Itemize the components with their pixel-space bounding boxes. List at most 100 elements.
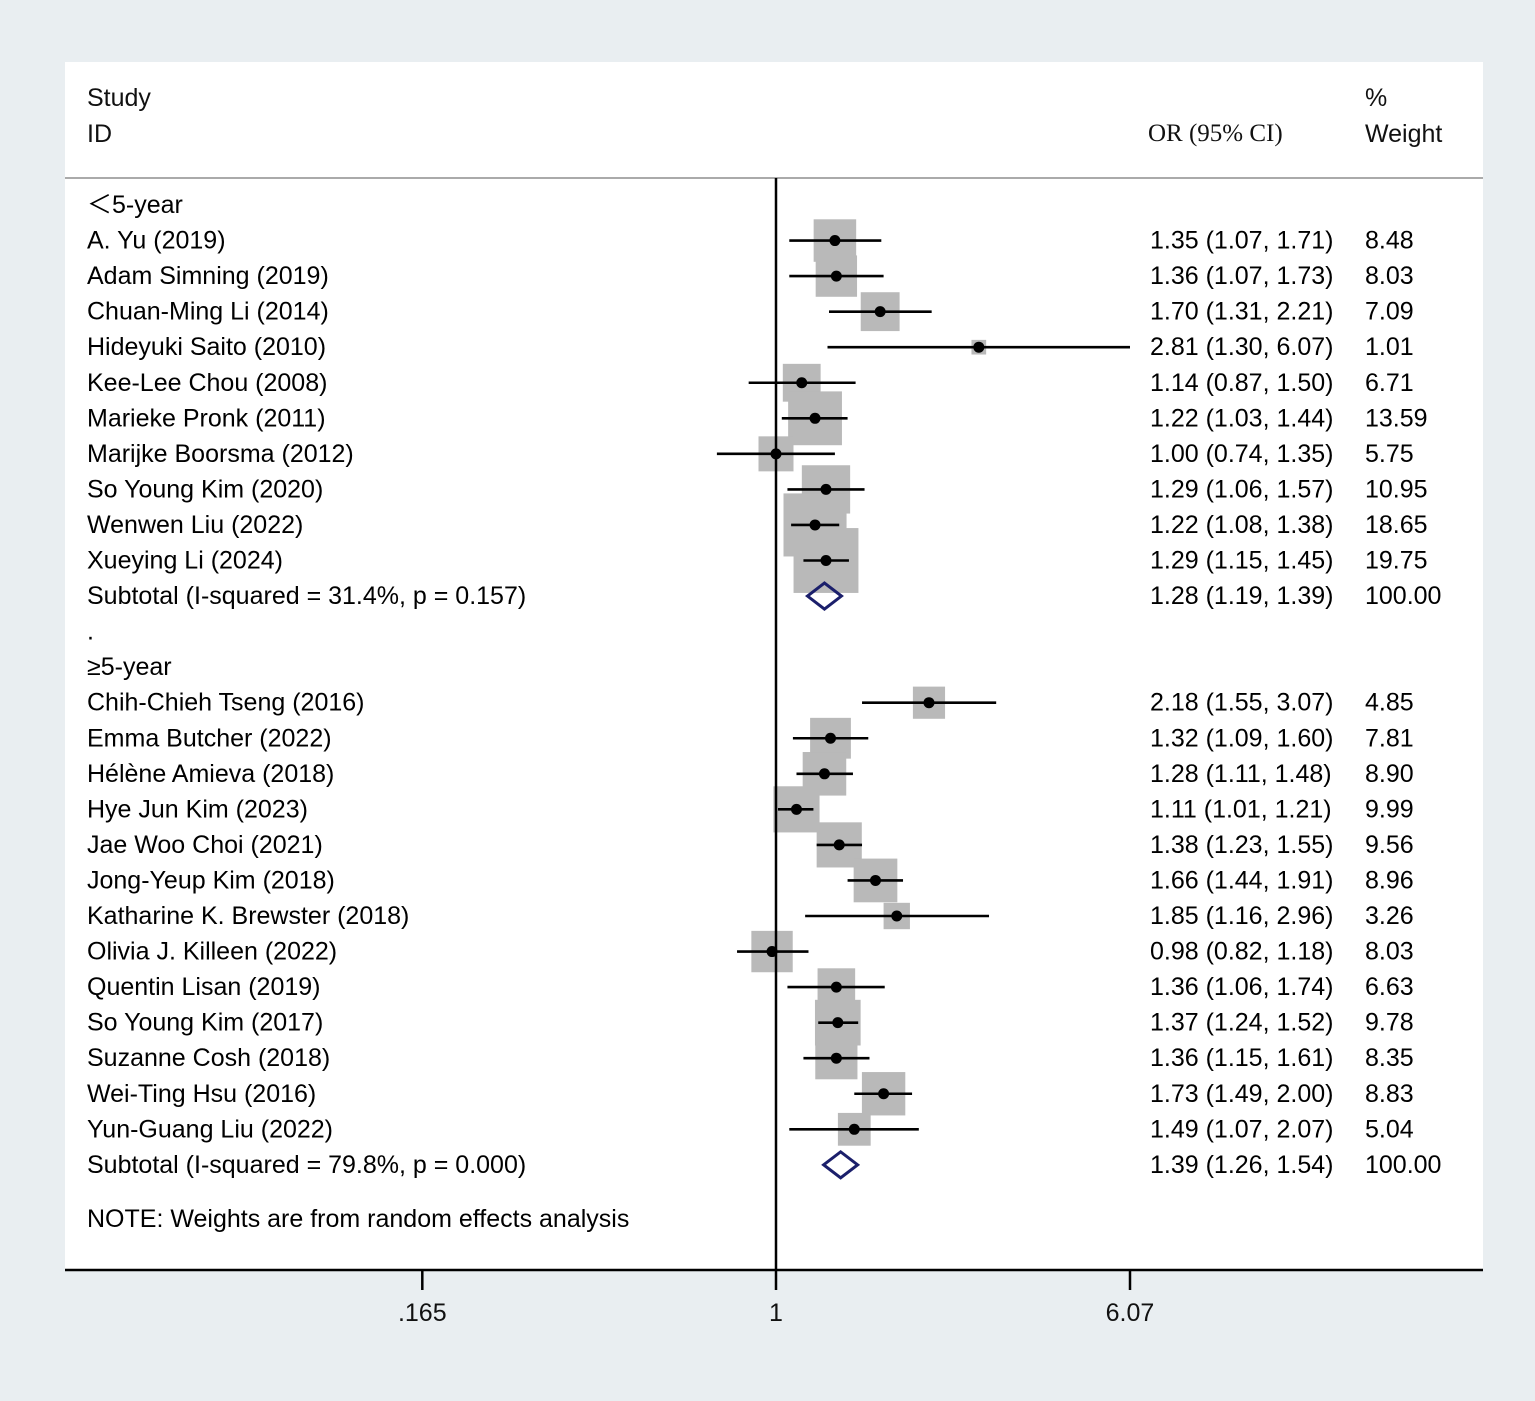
study-label: A. Yu (2019) (87, 227, 226, 255)
or-ci-value: 1.66 (1.44, 1.91) (1150, 866, 1333, 894)
study-label: Xueying Li (2024) (87, 547, 283, 575)
study-label: Yun-Guang Liu (2022) (87, 1115, 333, 1143)
point-estimate (830, 981, 842, 993)
weight-value: 8.03 (1365, 938, 1414, 966)
or-ci-value: 1.22 (1.03, 1.44) (1150, 404, 1333, 432)
weight-value: 8.90 (1365, 760, 1414, 788)
subtotal-weight: 100.00 (1365, 1151, 1441, 1179)
subtotal-diamond (804, 581, 844, 611)
forest-plot-panel: Study ID OR (95% CI) % Weight ＜5-year A. … (65, 62, 1483, 1270)
point-estimate (818, 768, 830, 780)
or-ci-value: 1.49 (1.07, 2.07) (1150, 1115, 1333, 1143)
header-or-ci: OR (95% CI) (1148, 120, 1283, 147)
point-estimate (869, 874, 881, 886)
x-tick-label: 1 (769, 1299, 783, 1327)
note: NOTE: Weights are from random effects an… (87, 1205, 629, 1233)
weight-value: 7.81 (1365, 724, 1414, 752)
study-label: Wei-Ting Hsu (2016) (87, 1080, 316, 1108)
or-ci-value: 1.11 (1.01, 1.21) (1150, 795, 1332, 823)
weight-value: 6.63 (1365, 973, 1414, 1001)
or-ci-value: 1.14 (0.87, 1.50) (1150, 369, 1333, 397)
point-estimate (820, 483, 832, 495)
point-estimate (891, 910, 903, 922)
weight-value: 13.59 (1365, 404, 1428, 432)
weight-value: 8.35 (1365, 1044, 1414, 1072)
point-estimate (874, 306, 886, 318)
subtotal-weight: 100.00 (1365, 582, 1441, 610)
weight-value: 19.75 (1365, 547, 1428, 575)
weight-value: 9.99 (1365, 795, 1414, 823)
header-percent: % (1365, 84, 1388, 112)
header-id: ID (87, 120, 112, 148)
or-ci-value: 1.29 (1.15, 1.45) (1150, 547, 1333, 575)
study-label: Emma Butcher (2022) (87, 724, 332, 752)
subtotal-label: Subtotal (I-squared = 79.8%, p = 0.000) (87, 1151, 526, 1179)
point-estimate (766, 946, 778, 958)
point-estimate (848, 1123, 860, 1135)
forest-plot: ＜5-year A. Yu (2019) 1.35 (1.07, 1.71) 8.48… (65, 177, 1483, 1270)
point-estimate (809, 519, 821, 531)
weight-value: 18.65 (1365, 511, 1428, 539)
point-estimate (790, 803, 802, 815)
subtotal-diamond (821, 1149, 861, 1180)
point-estimate (830, 270, 842, 282)
subtotal-or-ci: 1.39 (1.26, 1.54) (1150, 1151, 1333, 1179)
study-label: Jae Woo Choi (2021) (87, 831, 323, 859)
weight-value: 8.48 (1365, 227, 1414, 255)
weight-value: 8.83 (1365, 1080, 1414, 1108)
or-ci-value: 1.37 (1.24, 1.52) (1150, 1009, 1333, 1037)
or-ci-value: 1.36 (1.06, 1.74) (1150, 973, 1333, 1001)
study-label: Jong-Yeup Kim (2018) (87, 866, 335, 894)
study-label: Hideyuki Saito (2010) (87, 333, 326, 361)
weight-value: 1.01 (1365, 333, 1414, 361)
study-label: Olivia J. Killeen (2022) (87, 938, 337, 966)
study-label: Hye Jun Kim (2023) (87, 795, 308, 823)
or-ci-value: 2.81 (1.30, 6.07) (1150, 333, 1333, 361)
x-tick-label: 6.07 (1106, 1299, 1155, 1327)
study-label: Chih-Chieh Tseng (2016) (87, 689, 364, 717)
point-estimate (809, 412, 821, 424)
or-ci-value: 1.36 (1.07, 1.73) (1150, 262, 1333, 290)
study-label: Suzanne Cosh (2018) (87, 1044, 330, 1072)
weight-value: 6.71 (1365, 369, 1414, 397)
header-weight: Weight (1365, 120, 1443, 148)
weight-value: 3.26 (1365, 902, 1414, 930)
study-label: Chuan-Ming Li (2014) (87, 298, 329, 326)
study-label: Quentin Lisan (2019) (87, 973, 320, 1001)
study-label: Marieke Pronk (2011) (87, 404, 326, 432)
point-estimate (770, 448, 782, 460)
or-ci-value: 1.28 (1.11, 1.48) (1150, 760, 1332, 788)
study-label: Katharine K. Brewster (2018) (87, 902, 409, 930)
weight-value: 5.75 (1365, 440, 1414, 468)
point-estimate (796, 377, 808, 389)
point-estimate (824, 732, 836, 744)
weight-value: 5.04 (1365, 1115, 1414, 1143)
weight-value: 7.09 (1365, 298, 1414, 326)
or-ci-value: 1.00 (0.74, 1.35) (1150, 440, 1333, 468)
or-ci-value: 1.29 (1.06, 1.57) (1150, 475, 1333, 503)
weight-value: 10.95 (1365, 475, 1428, 503)
or-ci-value: 1.35 (1.07, 1.71) (1150, 227, 1333, 255)
or-ci-value: 1.36 (1.15, 1.61) (1150, 1044, 1333, 1072)
group-label: ≥5-year (87, 653, 172, 681)
weight-value: 9.56 (1365, 831, 1414, 859)
or-ci-value: 2.18 (1.55, 3.07) (1150, 689, 1333, 717)
point-estimate (830, 1052, 842, 1064)
subtotal-or-ci: 1.28 (1.19, 1.39) (1150, 582, 1333, 610)
weight-value: 4.85 (1365, 689, 1414, 717)
weight-value: 8.96 (1365, 866, 1414, 894)
or-ci-value: 1.73 (1.49, 2.00) (1150, 1080, 1333, 1108)
point-estimate (832, 1017, 844, 1029)
weight-value: 8.03 (1365, 262, 1414, 290)
study-label: Hélène Amieva (2018) (87, 760, 334, 788)
point-estimate (878, 1088, 890, 1100)
or-ci-value: 1.70 (1.31, 2.21) (1150, 298, 1333, 326)
study-label: So Young Kim (2017) (87, 1009, 323, 1037)
group-separator: . (87, 618, 94, 646)
subtotal-label: Subtotal (I-squared = 31.4%, p = 0.157) (87, 582, 526, 610)
point-estimate (820, 555, 832, 566)
study-label: Marijke Boorsma (2012) (87, 440, 354, 468)
or-ci-value: 1.38 (1.23, 1.55) (1150, 831, 1333, 859)
group-label: ＜5-year (87, 191, 183, 219)
